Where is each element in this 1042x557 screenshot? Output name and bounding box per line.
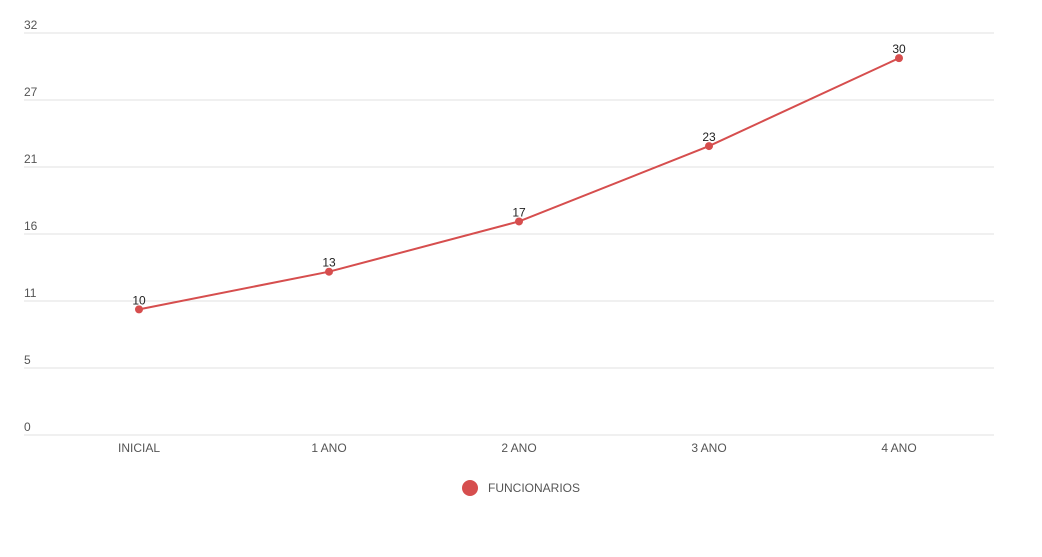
data-label: 23 [702,130,716,144]
data-point [515,217,523,226]
data-point [325,267,333,276]
y-tick-label: 16 [24,219,38,233]
x-tick-label: INICIAL [118,441,160,455]
data-label: 10 [132,293,146,307]
series-line [138,57,900,311]
y-tick-label: 32 [24,18,38,32]
data-point [895,54,903,63]
y-tick-label: 0 [24,420,31,434]
y-tick-label: 5 [24,353,31,367]
data-label: 17 [512,205,526,219]
data-label: 13 [322,256,336,270]
x-tick-label: 4 ANO [881,441,916,455]
y-tick-label: 27 [24,85,38,99]
data-point [705,142,713,151]
x-tick-label: 1 ANO [311,441,346,455]
chart-legend: FUNCIONARIOS [0,478,1042,498]
y-tick-label: 11 [24,286,37,300]
legend-swatch-funcionarios [461,480,478,496]
x-tick-label: 2 ANO [501,441,536,455]
y-tick-label: 21 [24,152,38,166]
data-point [135,305,143,314]
legend-label-funcionarios: FUNCIONARIOS [487,481,580,495]
x-tick-label: 3 ANO [691,441,726,455]
data-label: 30 [892,42,906,56]
